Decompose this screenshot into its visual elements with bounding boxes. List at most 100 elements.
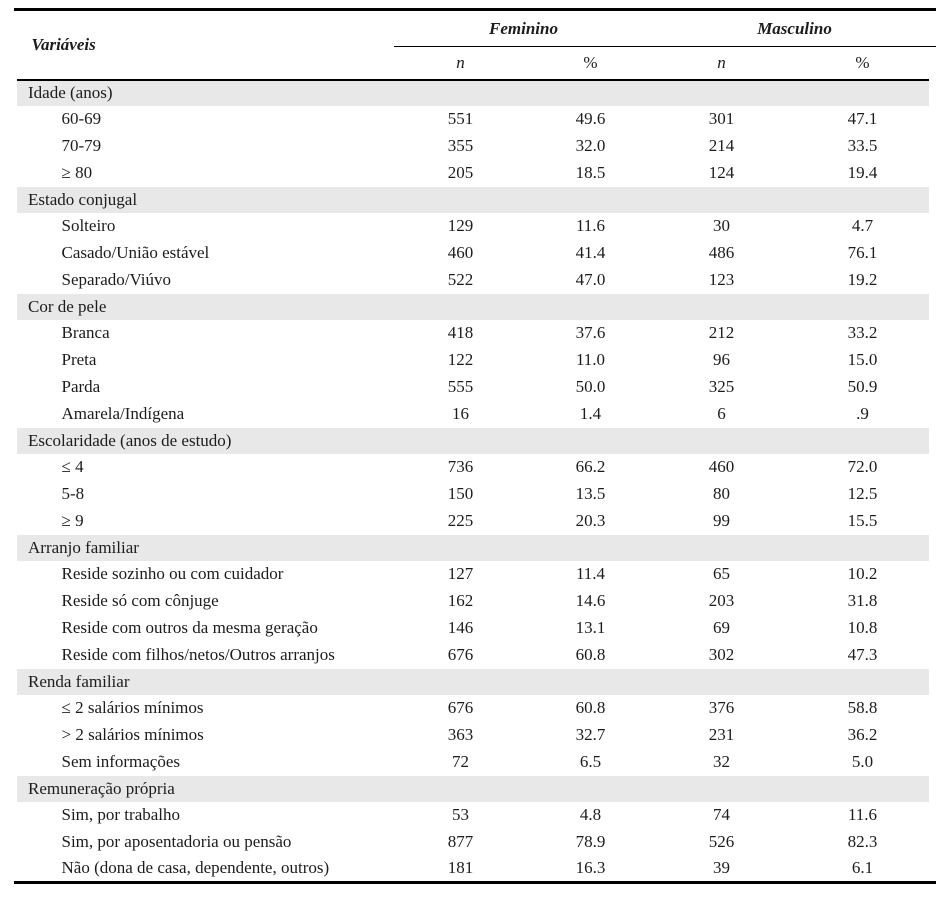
row-label: Sem informações — [61, 752, 181, 771]
table-row: Parda 555 50.0 325 50.9 — [14, 374, 936, 401]
cell-feminino-pct: 1.4 — [579, 404, 602, 423]
column-header-n-masculino: n — [653, 46, 790, 81]
cell-masculino-n: 30 — [713, 216, 730, 235]
cell-feminino-n: 162 — [447, 591, 474, 610]
cell-feminino-pct: 60.8 — [575, 698, 606, 717]
cell-feminino-pct: 78.9 — [575, 832, 606, 851]
row-label: Sim, por aposentadoria ou pensão — [61, 832, 292, 851]
cell-masculino-pct: 15.0 — [847, 350, 878, 369]
cell-masculino-pct: 10.8 — [847, 618, 878, 637]
table-row: Solteiro 129 11.6 30 4.7 — [14, 213, 936, 240]
cell-masculino-n: 486 — [708, 243, 735, 262]
table-row: Reside sozinho ou com cuidador 127 11.4 65 1… — [14, 561, 936, 588]
cell-feminino-pct: 11.0 — [575, 350, 606, 369]
cell-feminino-pct: 16.3 — [575, 858, 606, 878]
cell-masculino-pct: 33.5 — [847, 136, 878, 155]
section-title: Cor de pele — [9, 293, 937, 320]
row-label: 70-79 — [61, 136, 102, 155]
table-row: Casado/União estável 460 41.4 486 76.1 — [14, 240, 936, 267]
cell-masculino-n: 212 — [708, 323, 735, 342]
cell-feminino-pct: 50.0 — [575, 377, 606, 396]
row-label: ≤ 2 salários mínimos — [61, 698, 204, 717]
group-header-row: Variáveis Feminino Masculino — [13, 9, 936, 81]
section-header-row: Cor de pele — [9, 293, 937, 320]
table-row: Sim, por trabalho 53 4.8 74 11.6 — [14, 802, 936, 829]
cell-masculino-n: 32 — [713, 752, 730, 771]
row-label: 5-8 — [61, 484, 85, 503]
table-row: Sem informações 72 6.5 32 5.0 — [14, 749, 936, 776]
table-row: 70-79 355 32.0 214 33.5 — [14, 133, 936, 160]
cell-masculino-pct: 19.4 — [847, 163, 878, 182]
table-row: Não (dona de casa, dependente, outros) 18… — [14, 856, 936, 883]
cell-feminino-pct: 13.1 — [575, 618, 606, 637]
cell-masculino-n: 460 — [708, 457, 735, 476]
cell-masculino-n: 526 — [708, 832, 735, 851]
cell-masculino-pct: 72.0 — [847, 457, 878, 476]
section-header-row: Idade (anos) — [9, 79, 937, 106]
cell-feminino-pct: 47.0 — [575, 270, 606, 289]
row-label: Separado/Viúvo — [61, 270, 171, 289]
cell-masculino-n: 39 — [713, 858, 730, 878]
cell-feminino-pct: 32.7 — [575, 725, 606, 744]
cell-feminino-pct: 11.4 — [575, 564, 606, 583]
row-label: Não (dona de casa, dependente, outros) — [61, 858, 330, 878]
cell-masculino-pct: 6.1 — [851, 858, 874, 878]
row-label: Preta — [61, 350, 97, 369]
column-group-masculino: Masculino — [653, 9, 936, 47]
cell-feminino-n: 53 — [452, 805, 469, 824]
cell-masculino-n: 96 — [713, 350, 730, 369]
cell-feminino-n: 225 — [447, 511, 474, 530]
cell-masculino-n: 231 — [708, 725, 735, 744]
cell-feminino-pct: 20.3 — [575, 511, 606, 530]
section-title: Escolaridade (anos de estudo) — [9, 427, 937, 454]
cell-feminino-pct: 60.8 — [575, 645, 606, 664]
cell-feminino-n: 676 — [447, 645, 474, 664]
row-label: Casado/União estável — [61, 243, 210, 262]
row-label: Sim, por trabalho — [61, 805, 181, 824]
section-header-row: Estado conjugal — [9, 186, 937, 213]
cell-feminino-pct: 6.5 — [579, 752, 602, 771]
cell-masculino-n: 6 — [717, 404, 726, 423]
cell-feminino-pct: 37.6 — [575, 323, 606, 342]
cell-feminino-n: 877 — [447, 832, 474, 851]
table-row: ≥ 9 225 20.3 99 15.5 — [14, 508, 936, 535]
subcolumn-header-row: n % n % — [14, 46, 936, 81]
cell-masculino-pct: 31.8 — [847, 591, 878, 610]
column-group-feminino: Feminino — [393, 9, 654, 47]
cell-feminino-pct: 32.0 — [575, 136, 606, 155]
cell-feminino-n: 736 — [447, 457, 474, 476]
cell-feminino-n: 676 — [447, 698, 474, 717]
cell-masculino-n: 69 — [713, 618, 730, 637]
cell-feminino-n: 205 — [447, 163, 474, 182]
row-label: Parda — [61, 377, 101, 396]
cell-masculino-n: 123 — [708, 270, 735, 289]
cell-masculino-n: 74 — [713, 805, 730, 824]
column-header-variaveis: Variáveis — [13, 9, 394, 81]
cell-feminino-n: 555 — [447, 377, 474, 396]
cell-feminino-n: 181 — [447, 858, 474, 878]
cell-feminino-pct: 66.2 — [575, 457, 606, 476]
row-label: Branca — [61, 323, 110, 342]
section-header-row: Remuneração própria — [9, 775, 937, 802]
row-label: ≥ 9 — [61, 511, 84, 530]
cell-feminino-n: 72 — [452, 752, 469, 771]
cell-masculino-n: 99 — [713, 511, 730, 530]
table-row: Reside só com cônjuge 162 14.6 203 31.8 — [14, 588, 936, 615]
table-row: Preta 122 11.0 96 15.0 — [14, 347, 936, 374]
row-label: Solteiro — [61, 216, 116, 235]
cell-masculino-pct: 50.9 — [847, 377, 878, 396]
row-label: Amarela/Indígena — [61, 404, 185, 423]
cell-masculino-n: 203 — [708, 591, 735, 610]
cell-feminino-n: 551 — [447, 109, 474, 128]
cell-masculino-pct: 36.2 — [847, 725, 878, 744]
cell-masculino-pct: 11.6 — [847, 805, 878, 824]
column-header-pct-feminino: % — [527, 46, 654, 81]
row-label: Reside só com cônjuge — [61, 591, 219, 610]
column-header-pct-masculino: % — [789, 46, 936, 81]
row-label: Reside sozinho ou com cuidador — [61, 564, 284, 583]
table-row: ≤ 2 salários mínimos 676 60.8 376 58.8 — [14, 695, 936, 722]
cell-masculino-pct: 12.5 — [847, 484, 878, 503]
cell-masculino-pct: 76.1 — [847, 243, 878, 262]
row-label: Reside com filhos/netos/Outros arranjos — [61, 645, 335, 664]
